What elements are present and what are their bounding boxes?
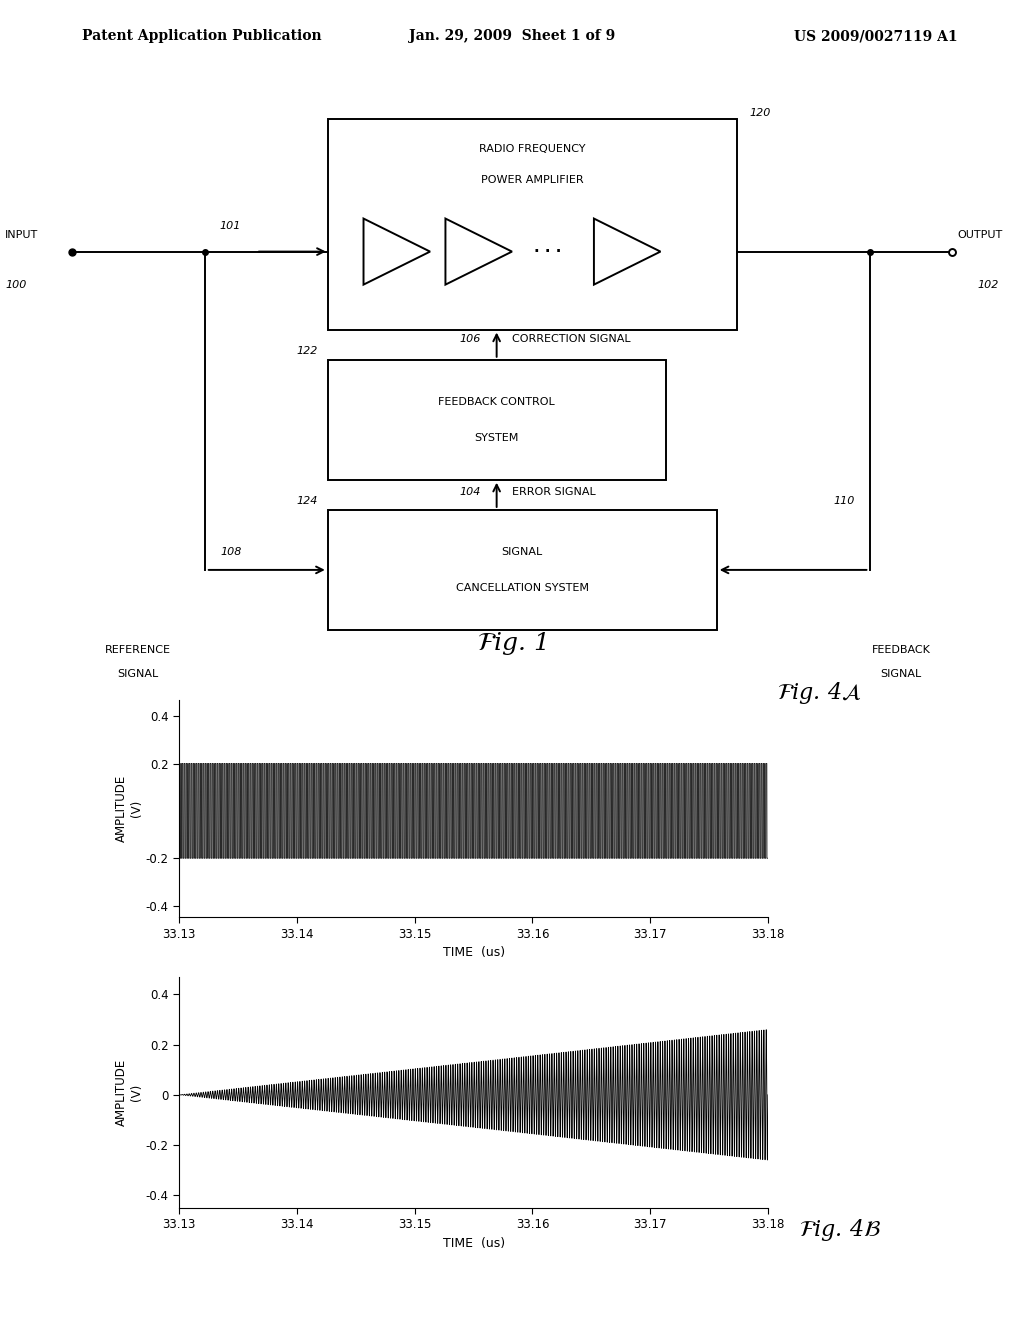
Bar	[328, 510, 717, 630]
Text: $\mathcal{F}$ig. 4$\mathcal{A}$: $\mathcal{F}$ig. 4$\mathcal{A}$	[777, 680, 861, 706]
Text: Jan. 29, 2009  Sheet 1 of 9: Jan. 29, 2009 Sheet 1 of 9	[409, 29, 615, 44]
Text: SIGNAL: SIGNAL	[881, 669, 922, 678]
Text: CANCELLATION SYSTEM: CANCELLATION SYSTEM	[456, 583, 589, 593]
Text: 102: 102	[978, 280, 999, 289]
Text: US 2009/0027119 A1: US 2009/0027119 A1	[794, 29, 957, 44]
Text: 120: 120	[750, 108, 771, 119]
Polygon shape	[594, 219, 660, 285]
Text: FEEDBACK CONTROL: FEEDBACK CONTROL	[438, 397, 555, 407]
Text: 108: 108	[220, 546, 242, 557]
Text: ERROR SIGNAL: ERROR SIGNAL	[512, 487, 596, 496]
Text: FEEDBACK: FEEDBACK	[871, 645, 931, 655]
Text: INPUT: INPUT	[5, 230, 38, 240]
Text: RADIO FREQUENCY: RADIO FREQUENCY	[479, 144, 586, 154]
Text: SIGNAL: SIGNAL	[118, 669, 159, 678]
Text: Patent Application Publication: Patent Application Publication	[82, 29, 322, 44]
Text: 101: 101	[219, 220, 241, 231]
Bar	[328, 359, 666, 479]
Text: SYSTEM: SYSTEM	[474, 433, 519, 442]
Text: POWER AMPLIFIER: POWER AMPLIFIER	[481, 174, 584, 185]
Text: 124: 124	[296, 496, 317, 506]
Text: 110: 110	[834, 496, 855, 506]
Text: 104: 104	[460, 487, 481, 496]
Text: OUTPUT: OUTPUT	[957, 230, 1002, 240]
Text: 100: 100	[5, 280, 27, 289]
Bar	[328, 119, 737, 330]
Y-axis label: AMPLITUDE
(V): AMPLITUDE (V)	[115, 1059, 143, 1126]
Polygon shape	[445, 219, 512, 285]
Polygon shape	[364, 219, 430, 285]
Text: 122: 122	[296, 346, 317, 355]
Text: REFERENCE: REFERENCE	[105, 645, 171, 655]
Text: $\mathcal{F}$ig. 1: $\mathcal{F}$ig. 1	[477, 630, 547, 657]
Text: 106: 106	[460, 334, 481, 343]
X-axis label: TIME  (us): TIME (us)	[442, 1237, 505, 1250]
X-axis label: TIME  (us): TIME (us)	[442, 946, 505, 960]
Text: CORRECTION SIGNAL: CORRECTION SIGNAL	[512, 334, 631, 343]
Text: SIGNAL: SIGNAL	[502, 546, 543, 557]
Text: $\mathcal{F}$ig. 4$\mathcal{B}$: $\mathcal{F}$ig. 4$\mathcal{B}$	[799, 1217, 881, 1243]
Y-axis label: AMPLITUDE
(V): AMPLITUDE (V)	[115, 775, 143, 842]
Text: · · ·: · · ·	[535, 244, 561, 259]
